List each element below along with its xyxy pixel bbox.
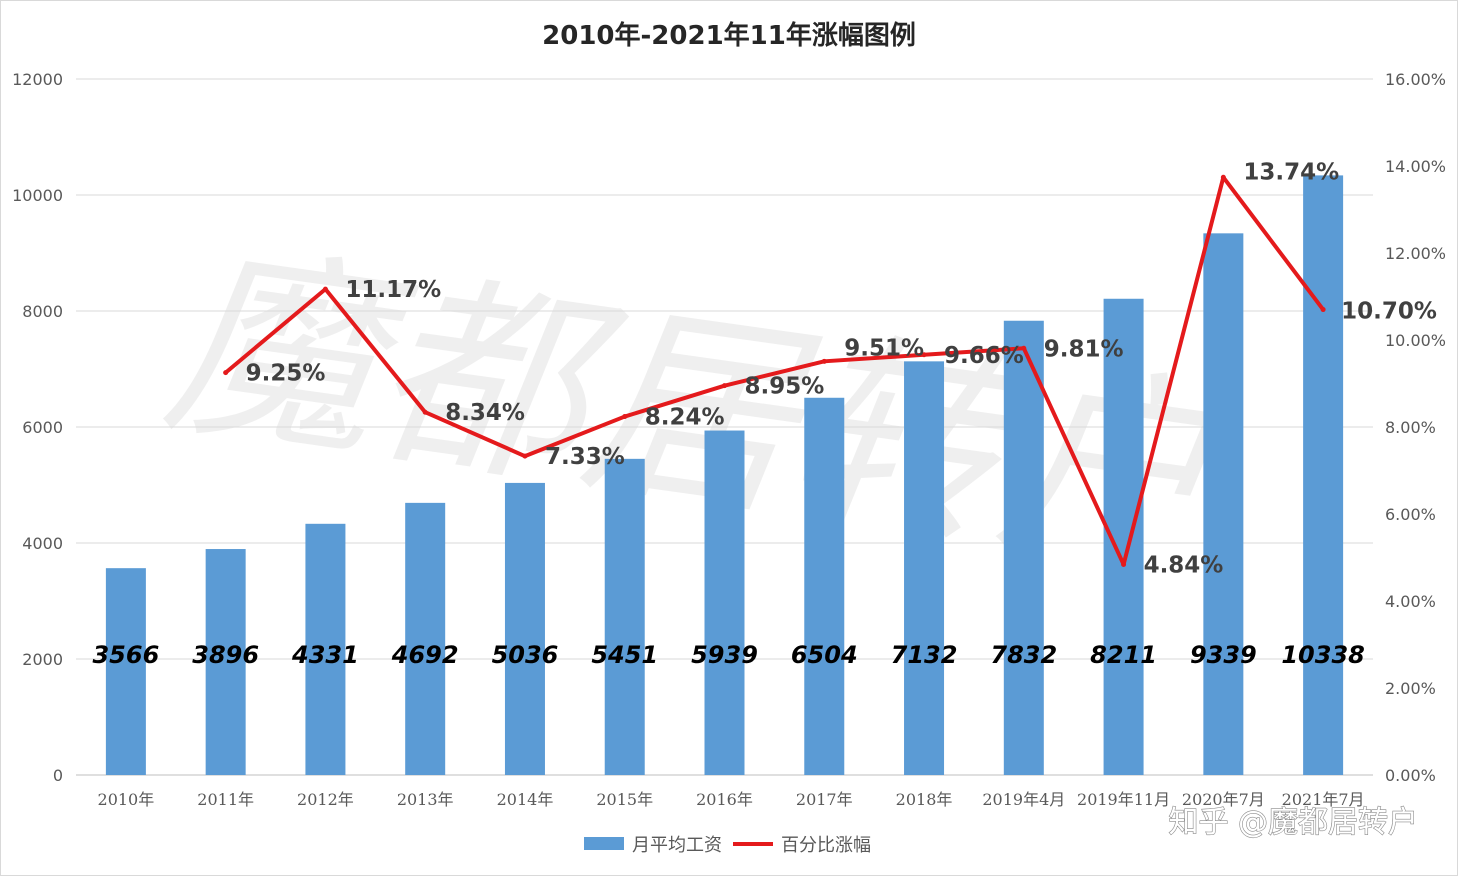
y-tick-right: 2.00% — [1385, 679, 1436, 698]
bar — [305, 523, 346, 775]
bar — [105, 568, 146, 775]
line-point — [522, 453, 528, 459]
y-tick-right: 16.00% — [1385, 70, 1446, 89]
y-tick-right: 6.00% — [1385, 505, 1436, 524]
x-axis: 2010年 2011年 2012年 2013年 2014年 2015年 2016年 2017年… — [98, 790, 1365, 809]
line-value-label: 9.25% — [246, 361, 326, 387]
y-tick-right: 10.00% — [1385, 331, 1446, 350]
line-value-label: 7.33% — [545, 444, 625, 470]
bar-value-label: 7832 — [990, 641, 1057, 669]
y-tick-right: 0.00% — [1385, 766, 1436, 785]
y-tick-left: 10000 — [12, 186, 63, 205]
line-point — [821, 358, 827, 364]
x-tick-label: 2015年 — [596, 790, 653, 809]
x-tick-label: 2017年 — [796, 790, 853, 809]
line-point — [1021, 345, 1027, 351]
bar-value-label: 5451 — [591, 641, 658, 669]
bar — [604, 458, 645, 775]
y-tick-left: 0 — [53, 766, 63, 785]
bar — [205, 549, 246, 775]
y-tick-left: 6000 — [22, 418, 63, 437]
y-tick-right: 8.00% — [1385, 418, 1436, 437]
line-point — [322, 286, 328, 292]
bar-value-label: 7132 — [891, 641, 958, 669]
bar — [405, 502, 446, 775]
bar-value-label: 5036 — [492, 641, 559, 669]
line-value-label: 4.84% — [1144, 552, 1224, 578]
line-point — [722, 383, 727, 389]
line-value-label: 8.95% — [745, 374, 825, 400]
x-tick-label: 2012年 — [297, 790, 354, 809]
line-value-label: 9.66% — [944, 343, 1024, 369]
chart-title: 2010年-2021年11年涨幅图例 — [542, 20, 916, 51]
bar — [504, 482, 545, 775]
bar-value-label: 6504 — [791, 641, 858, 669]
legend: 月平均工资 百分比涨幅 — [584, 835, 871, 856]
y-tick-left: 2000 — [22, 650, 63, 669]
x-tick-label: 2019年4月 — [982, 790, 1065, 809]
credit-watermark: 知乎 @魔都居转户 — [1168, 805, 1418, 840]
bar-value-label: 10338 — [1281, 641, 1365, 669]
line-value-label: 11.17% — [345, 277, 441, 303]
bar-value-label: 3896 — [192, 641, 259, 669]
x-tick-label: 2020年7月 — [1182, 790, 1265, 809]
legend-swatch-bar — [584, 837, 624, 850]
line-point — [422, 409, 428, 415]
line-point — [1220, 174, 1226, 180]
y-tick-left: 4000 — [22, 534, 63, 553]
x-tick-label: 2016年 — [696, 790, 753, 809]
legend-label-line: 百分比涨幅 — [781, 835, 871, 856]
line-value-label: 9.81% — [1044, 336, 1124, 362]
bar-value-label: 8211 — [1090, 641, 1157, 669]
bar — [904, 361, 945, 775]
line-point — [1320, 307, 1326, 313]
bar — [804, 397, 845, 775]
bar — [1203, 233, 1244, 775]
x-tick-label: 2013年 — [397, 790, 454, 809]
grid — [76, 78, 1373, 776]
line-data-labels: 9.25% 11.17% 8.34% 7.33% 8.24% 8.95% 9.51% 9.66… — [246, 159, 1437, 578]
bar-value-label: 9339 — [1190, 641, 1257, 669]
line-value-label: 13.74% — [1243, 159, 1339, 185]
x-tick-label: 2011年 — [197, 790, 254, 809]
bar-value-label: 4692 — [391, 641, 459, 669]
legend-label-bar: 月平均工资 — [632, 835, 722, 856]
x-tick-label: 2018年 — [896, 790, 953, 809]
line-point — [921, 352, 927, 358]
bar-series — [105, 175, 1344, 775]
line-series — [223, 174, 1326, 567]
bar — [704, 430, 745, 775]
bar-value-label: 5939 — [691, 641, 758, 669]
line-value-label: 9.51% — [844, 335, 924, 361]
bar-value-label: 4331 — [291, 641, 359, 669]
bar — [1003, 320, 1044, 775]
line-value-label: 10.70% — [1341, 299, 1437, 325]
y-tick-right: 12.00% — [1385, 244, 1446, 263]
y-tick-right: 4.00% — [1385, 592, 1436, 611]
line-value-label: 8.34% — [445, 400, 525, 426]
x-tick-label: 2019年11月 — [1077, 790, 1170, 809]
line-point — [622, 414, 628, 420]
bar-data-labels: 3566 3896 4331 4692 5036 5451 5939 6504 7132 7832… — [92, 641, 1364, 669]
y-axis-right: 0.00% 2.00% 4.00% 6.00% 8.00% 10.00% 12.00% 14.… — [1385, 70, 1446, 785]
bar-value-label: 3566 — [92, 641, 159, 669]
y-tick-right: 14.00% — [1385, 157, 1446, 176]
x-tick-label: 2021年7月 — [1282, 790, 1365, 809]
bar — [1303, 175, 1344, 775]
line-point — [1121, 561, 1127, 567]
y-tick-left: 8000 — [22, 302, 63, 321]
x-tick-label: 2014年 — [497, 790, 554, 809]
line-point — [223, 370, 229, 376]
y-axis-left: 0 2000 4000 6000 8000 10000 12000 — [12, 70, 63, 785]
line-value-label: 8.24% — [645, 405, 725, 431]
series-line — [224, 175, 1325, 567]
x-tick-label: 2010年 — [98, 790, 155, 809]
y-tick-left: 12000 — [12, 70, 63, 89]
